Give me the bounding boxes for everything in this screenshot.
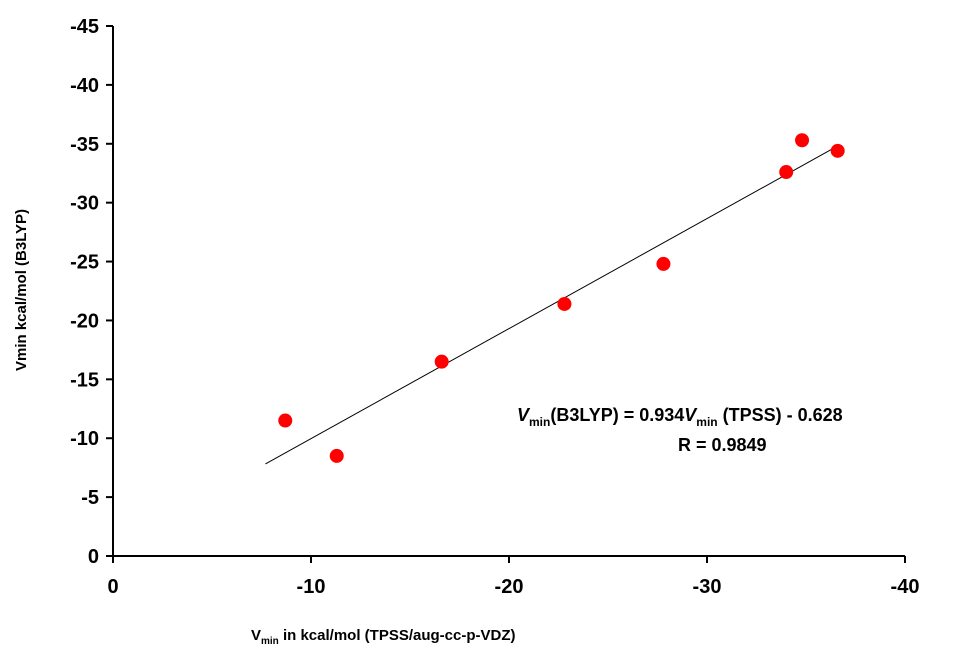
data-point: [830, 143, 845, 158]
fit-line: [265, 145, 838, 465]
y-tick-label: -5: [81, 487, 99, 509]
axes: 0 -10 -20 -30 -40 0 -5 -10 -15 -20 -25 -30 -35 -40 -4…: [70, 16, 919, 598]
fit-equation: Vmin(B3LYP) = 0.934Vmin (TPSS) - 0.628 R…: [517, 405, 843, 455]
y-tick-label: -45: [70, 16, 99, 38]
x-tick-label: -20: [495, 576, 524, 598]
x-tick-label: -40: [891, 576, 920, 598]
x-tick-label: -30: [693, 576, 722, 598]
y-tick-label: -20: [70, 310, 99, 332]
y-tick-label: -30: [70, 193, 99, 215]
x-axis-title: Vmin in kcal/mol (TPSS/aug-cc-p-VDZ): [251, 627, 516, 646]
data-point: [656, 256, 671, 271]
r-value-label: R = 0.9849: [678, 435, 767, 455]
y-ticks: 0 -5 -10 -15 -20 -25 -30 -35 -40 -45: [70, 16, 113, 568]
data-point: [278, 413, 293, 428]
fit-equation-line1: Vmin(B3LYP) = 0.934Vmin (TPSS) - 0.628: [517, 405, 843, 429]
y-tick-label: 0: [88, 546, 99, 568]
data-point: [434, 354, 449, 369]
data-point: [779, 165, 794, 180]
y-tick-label: -25: [70, 252, 99, 274]
data-point: [557, 296, 572, 311]
y-tick-label: -35: [70, 134, 99, 156]
data-point: [329, 448, 344, 463]
y-tick-label: -10: [70, 428, 99, 450]
y-tick-label: -40: [70, 75, 99, 97]
x-tick-label: -10: [297, 576, 326, 598]
y-axis-title: Vmin kcal/mol (B3LYP): [13, 209, 30, 371]
x-ticks: 0 -10 -20 -30 -40: [107, 556, 919, 598]
data-point: [795, 133, 810, 148]
y-tick-label: -15: [70, 369, 99, 391]
x-tick-label: 0: [107, 576, 118, 598]
data-points: [278, 133, 845, 463]
